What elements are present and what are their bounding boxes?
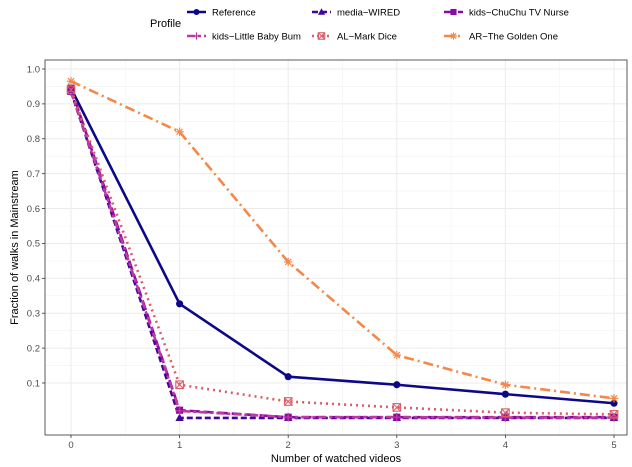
marker-asterisk: [449, 32, 458, 40]
legend: Profile Reference media−WIRED kids−ChuChu …: [150, 7, 569, 42]
marker-plus: [501, 413, 510, 422]
plot-border: [44, 59, 628, 436]
marker-asterisk-arm: [393, 351, 401, 359]
marker-asterisk-arm: [284, 258, 292, 266]
y-tick-label: 0.5: [27, 239, 40, 250]
marker-asterisk-arm: [450, 32, 457, 40]
marker-square-x-diag: [66, 85, 76, 95]
x-tick-label: 0: [68, 440, 73, 451]
y-axis-title: Fraction of walks in Mainstream: [9, 170, 21, 325]
marker-square-x-box: [501, 408, 510, 417]
marker-plus: [284, 412, 293, 422]
marker-asterisk-arm: [67, 77, 75, 85]
marker-square: [450, 8, 457, 16]
series-points-5: [66, 85, 619, 419]
marker-plus: [192, 32, 201, 40]
legend-label: AR−The Golden One: [469, 31, 558, 42]
marker-square-x-diag: [501, 408, 510, 417]
marker-circle: [176, 300, 184, 308]
marker-circle: [284, 373, 292, 381]
y-tick-label: 0.1: [27, 378, 40, 389]
marker-asterisk: [175, 127, 184, 136]
series-line-4: [69, 91, 614, 419]
marker-square-x: [501, 408, 510, 417]
marker-asterisk-arm: [176, 128, 184, 136]
marker-asterisk: [501, 380, 510, 389]
marker-asterisk: [284, 257, 293, 267]
series-line-1: [69, 87, 615, 405]
marker-square-x-diag: [175, 380, 184, 389]
y-tick-label: 0.2: [27, 343, 40, 354]
marker-square-x: [609, 410, 619, 419]
marker-square-x-diag: [392, 403, 401, 412]
marker-circle: [193, 8, 200, 16]
legend-label: AL−Mark Dice: [337, 31, 397, 42]
x-tick-label: 5: [611, 440, 616, 451]
marker-square-x-diag: [284, 397, 293, 406]
y-axis-ticks: 0.1 0.2 0.3 0.4 0.5 0.6 0.7 0.8 0.9 1.0: [27, 64, 45, 389]
marker-asterisk-arm: [501, 381, 509, 389]
marker-circle: [393, 381, 401, 389]
series-lines: [69, 80, 615, 420]
x-tick-label: 1: [177, 440, 182, 451]
legend-item-5: AL−Mark Dice: [312, 31, 397, 42]
legend-item-6: AR−The Golden One: [444, 31, 558, 42]
plot-panel: [45, 60, 627, 435]
marker-square-x-box: [317, 32, 326, 40]
marker-asterisk-arm: [610, 394, 618, 402]
marker-circle: [501, 390, 509, 398]
marker-square-x: [392, 403, 402, 412]
legend-item-2: media−WIRED: [312, 7, 400, 18]
legend-item-3: kids−ChuChu TV Nurse: [444, 7, 569, 18]
marker-asterisk: [609, 394, 619, 403]
marker-square-x-diag: [609, 410, 619, 419]
series-line-6: [70, 80, 615, 400]
legend-label: Reference: [212, 7, 256, 18]
x-tick-label: 3: [394, 440, 399, 451]
x-axis-title: Number of watched videos: [271, 453, 402, 465]
legend-item-4: kids−Little Baby Bum: [187, 31, 301, 42]
legend-title: Profile: [150, 18, 181, 30]
marker-square-x: [175, 380, 184, 390]
series-markers: [66, 77, 619, 422]
marker-square-x-box: [392, 403, 402, 412]
legend-label: kids−Little Baby Bum: [212, 31, 301, 42]
y-tick-label: 1.0: [27, 64, 40, 75]
x-tick-label: 2: [286, 440, 291, 451]
marker-square-x-box: [66, 85, 76, 95]
marker-square-x-box: [609, 410, 619, 419]
y-tick-label: 0.8: [27, 134, 40, 145]
marker-triangle: [317, 8, 326, 15]
marker-square-x-box: [283, 397, 293, 406]
y-tick-label: 0.3: [27, 309, 40, 320]
marker-plus: [392, 412, 401, 422]
marker-square-x-box: [175, 380, 184, 390]
marker-circle: [610, 399, 618, 407]
y-tick-label: 0.9: [27, 99, 40, 110]
x-axis-ticks: 0 1 2 3 4 5: [68, 435, 617, 451]
marker-asterisk: [392, 350, 401, 360]
marker-triangle: [175, 413, 184, 422]
marker-plus: [175, 406, 184, 416]
marker-square-x-diag: [317, 32, 326, 40]
legend-label: kids−ChuChu TV Nurse: [469, 7, 569, 18]
marker-asterisk: [66, 77, 76, 86]
y-tick-label: 0.6: [27, 204, 40, 215]
series-points-6: [66, 77, 619, 403]
marker-square-x: [66, 85, 76, 95]
marker-square-x: [317, 32, 326, 40]
marker-plus: [66, 87, 76, 96]
x-tick-label: 4: [503, 440, 508, 451]
grid-major: [45, 60, 627, 435]
y-tick-label: 0.4: [27, 274, 40, 285]
legend-label: media−WIRED: [337, 7, 400, 18]
y-tick-label: 0.7: [27, 169, 40, 180]
marker-square-x: [283, 397, 293, 406]
legend-item-1: Reference: [187, 7, 256, 18]
